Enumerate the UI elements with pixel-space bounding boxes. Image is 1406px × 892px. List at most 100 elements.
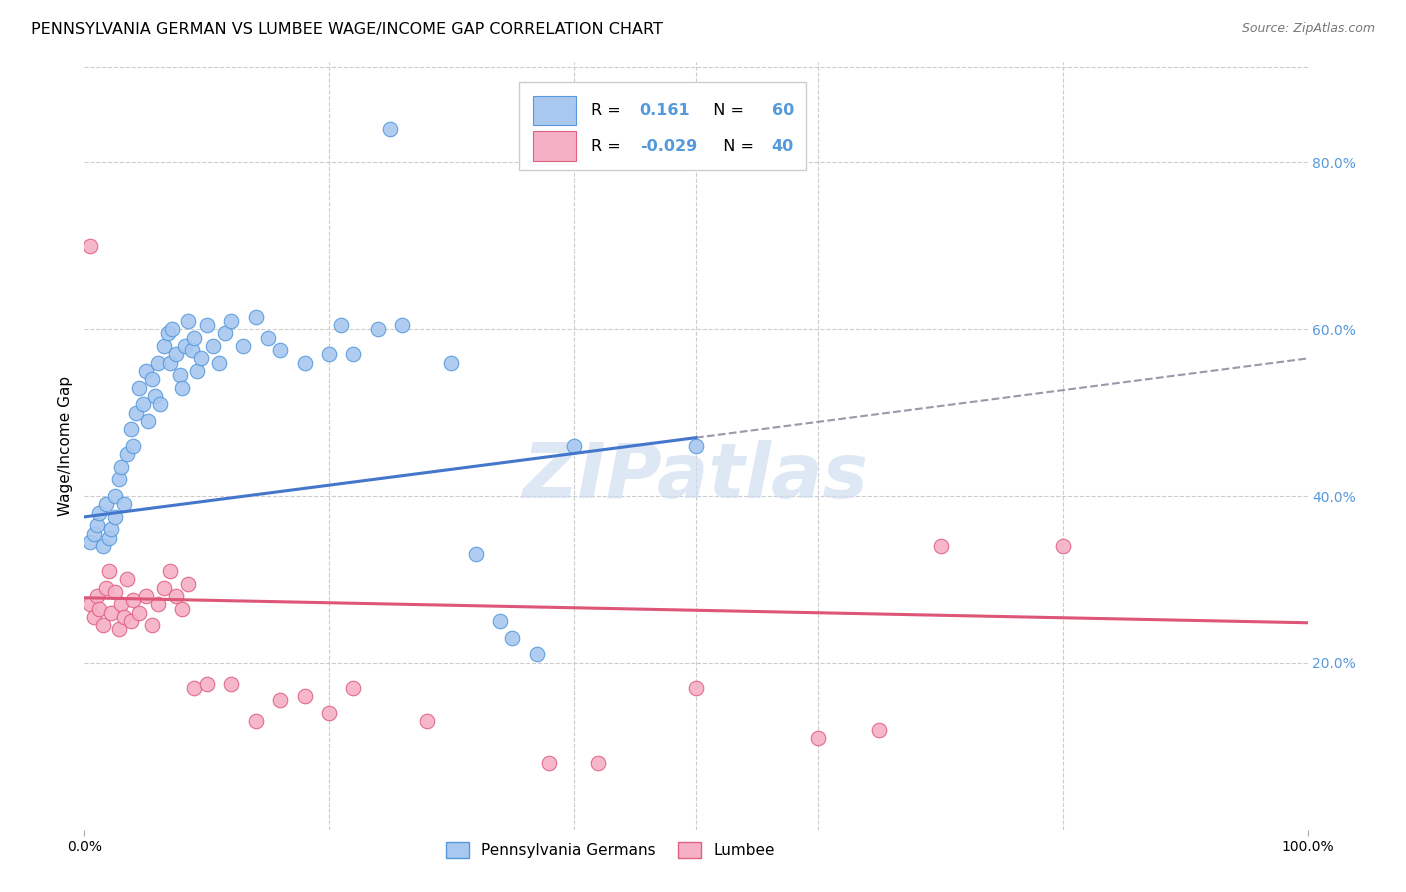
Point (100, 606, 122, 620)
Point (159, 356, 181, 370)
Point (526, 648, 548, 662)
Point (115, 573, 138, 587)
Point (100, 522, 122, 536)
Point (1052, 539, 1074, 553)
Point (269, 343, 291, 358)
Point (153, 581, 176, 595)
Point (208, 356, 231, 370)
Point (97, 564, 120, 578)
Point (135, 364, 157, 378)
Point (177, 576, 200, 591)
Point (146, 598, 169, 612)
Text: PENNSYLVANIA GERMAN VS LUMBEE WAGE/INCOME GAP CORRELATION CHART: PENNSYLVANIA GERMAN VS LUMBEE WAGE/INCOM… (31, 22, 662, 37)
Text: 40: 40 (772, 138, 794, 153)
Point (86, 518, 108, 533)
Point (128, 381, 150, 395)
Point (96, 581, 118, 595)
Point (91, 539, 114, 553)
Text: 60: 60 (772, 103, 794, 119)
Point (122, 439, 145, 453)
Text: 0.161: 0.161 (640, 103, 690, 119)
Point (219, 314, 242, 328)
Point (562, 439, 585, 453)
Point (120, 614, 142, 628)
Point (104, 585, 127, 599)
Point (502, 631, 524, 645)
Point (165, 347, 187, 361)
Point (110, 459, 132, 474)
Point (195, 318, 218, 332)
Text: N =: N = (713, 138, 759, 153)
Point (86, 589, 108, 603)
Point (83, 526, 105, 541)
Bar (533, 96, 576, 126)
Point (464, 548, 486, 562)
Point (183, 681, 205, 695)
Point (79, 535, 101, 549)
Point (96, 497, 118, 511)
Point (177, 314, 200, 328)
Point (257, 330, 280, 344)
Point (153, 339, 176, 353)
Text: R =: R = (591, 103, 626, 119)
Point (107, 623, 129, 637)
Point (330, 318, 353, 332)
Point (440, 356, 463, 370)
Point (391, 318, 413, 332)
Text: R =: R = (591, 138, 626, 153)
Point (318, 706, 340, 720)
Point (538, 756, 561, 770)
Point (489, 614, 512, 628)
Point (136, 414, 159, 428)
Point (586, 756, 609, 770)
Point (929, 539, 952, 553)
Y-axis label: Wage/Income Gap: Wage/Income Gap (58, 376, 73, 516)
Point (342, 347, 364, 361)
Point (149, 397, 172, 411)
Point (685, 439, 707, 453)
Point (367, 322, 389, 336)
Point (294, 356, 316, 370)
Point (807, 731, 830, 745)
Point (169, 368, 191, 383)
Point (342, 681, 364, 695)
Text: N =: N = (703, 103, 749, 119)
Point (115, 447, 138, 461)
Point (181, 343, 204, 358)
Point (214, 326, 236, 341)
Point (79, 239, 101, 253)
Point (112, 497, 135, 511)
Point (380, 122, 402, 136)
Point (128, 606, 150, 620)
Point (294, 689, 316, 703)
Text: ZIPatlas: ZIPatlas (523, 440, 869, 514)
Point (269, 693, 291, 707)
Point (141, 372, 163, 386)
Point (107, 472, 129, 486)
Point (245, 714, 267, 728)
Point (122, 593, 145, 607)
Point (112, 610, 135, 624)
Point (162, 322, 184, 336)
Bar (519, 81, 806, 169)
Point (125, 406, 148, 420)
Point (186, 364, 208, 378)
Point (79, 598, 101, 612)
Text: Source: ZipAtlas.com: Source: ZipAtlas.com (1241, 22, 1375, 36)
Text: -0.029: -0.029 (640, 138, 697, 153)
Point (156, 326, 179, 341)
Point (172, 381, 194, 395)
Point (87, 506, 110, 520)
Point (245, 310, 267, 324)
Point (87, 601, 110, 615)
Point (219, 676, 242, 690)
Point (97, 531, 120, 545)
Point (135, 589, 157, 603)
Point (83, 610, 105, 624)
Point (232, 339, 254, 353)
Point (141, 618, 163, 632)
Point (104, 509, 127, 524)
Point (183, 330, 205, 344)
Point (165, 589, 187, 603)
Bar (533, 131, 576, 161)
